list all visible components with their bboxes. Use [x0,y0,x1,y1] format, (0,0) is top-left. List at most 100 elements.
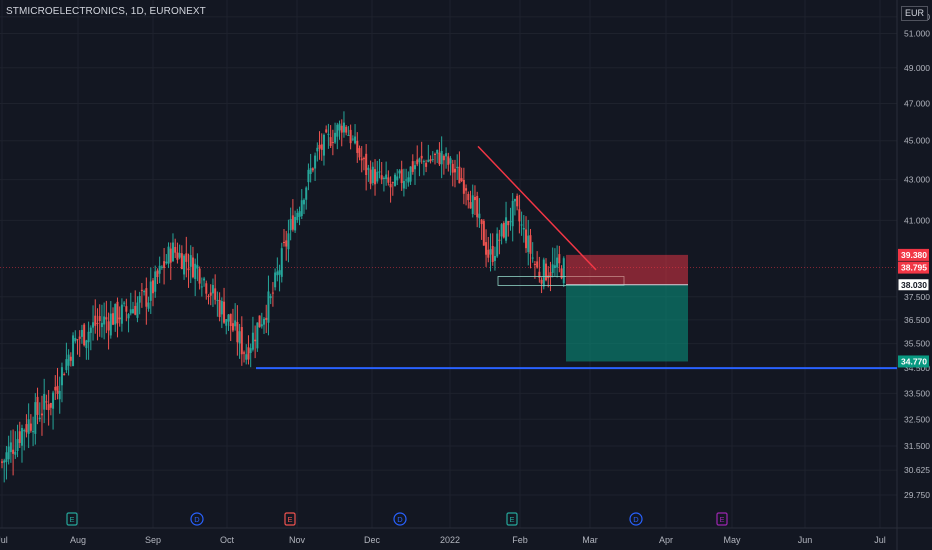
candle-body [360,158,363,161]
dividend-icon[interactable] [393,512,407,526]
event-label: E [287,515,292,524]
candle-body [438,152,441,165]
candle-body [367,167,370,170]
candle-body [505,217,508,241]
candle-body [27,419,30,434]
candle-body [398,170,401,174]
price-tick-label: 31.500 [904,441,930,451]
candle-body [478,213,481,219]
price-tick-label: 36.500 [904,315,930,325]
candle-body [185,253,188,262]
candle-body [458,166,461,184]
candle-body [322,134,325,156]
candle-body [129,309,132,314]
candle-body [69,356,72,361]
candle-body [60,367,63,386]
candle-body [105,317,108,320]
candle-body [476,195,479,218]
candle-body [231,323,234,331]
candle-body [291,215,294,230]
candle-body [365,153,368,175]
candle-body [191,257,194,278]
price-label-text: 38.030 [901,280,927,290]
candle-body [112,313,115,325]
time-tick-label: Apr [659,535,673,545]
candle-body [114,303,117,325]
candle-body [203,278,206,281]
candle-body [1,461,3,463]
stop-loss-zone[interactable] [566,254,688,285]
candle-body [3,460,6,463]
candle-body [63,374,66,376]
candle-body [223,301,226,323]
candle-body [132,309,135,314]
candle-body [420,155,423,159]
candle-body [38,417,41,420]
candle-body [167,246,170,264]
candle-body [156,270,159,278]
candle-body [200,286,203,288]
candle-body [509,221,512,223]
candle-body [85,340,88,349]
candle-body [442,155,445,161]
dividend-icon[interactable] [629,512,643,526]
candle-body [34,402,37,434]
price-tick-label: 37.500 [904,292,930,302]
candle-body [511,200,514,227]
dividend-icon[interactable] [190,512,204,526]
candle-body [336,124,339,137]
candle-body [16,439,19,452]
candle-body [267,291,270,323]
candle-body [251,332,254,350]
candle-body [427,159,430,163]
candle-body [158,265,161,274]
candle-body [453,168,456,173]
earnings-icon[interactable] [716,512,728,526]
candle-body [500,224,503,237]
event-label: E [69,515,74,524]
trendline[interactable] [477,145,597,271]
candle-body [380,175,383,180]
candle-body [127,314,130,319]
candle-body [493,255,496,261]
candle-body [67,354,70,366]
candle-body [513,198,516,202]
candle-body [562,258,565,284]
candle-body [165,261,168,264]
candle-body [269,296,272,299]
time-tick-label: Mar [582,535,598,545]
candle-body [382,177,385,179]
candle-body [529,235,532,254]
candle-body [465,188,468,191]
candle-body [556,257,559,268]
candle-body [549,272,552,278]
candle-body [307,169,310,183]
take-profit-zone[interactable] [566,284,688,362]
earnings-icon[interactable] [66,512,78,526]
candle-body [409,166,412,182]
candle-body [289,218,292,231]
candle-body [471,195,474,215]
candle-body [209,292,212,296]
candle-body [491,245,494,262]
candle-body [263,318,266,325]
candle-body [311,168,314,171]
candle-body [485,242,488,255]
candle-body [522,227,525,230]
candle-body [325,129,328,133]
time-tick-label: Nov [289,535,306,545]
candle-body [120,304,123,324]
candle-body [347,134,350,136]
candle-body [229,313,232,327]
earnings-icon[interactable] [506,512,518,526]
candle-body [362,158,365,160]
candle-body [169,248,172,263]
currency-badge[interactable]: EUR [900,6,928,21]
candle-body [338,123,341,131]
candle-body [358,148,361,158]
price-tick-label: 51.000 [904,29,930,39]
time-tick-label: Feb [512,535,528,545]
earnings-icon[interactable] [284,512,296,526]
